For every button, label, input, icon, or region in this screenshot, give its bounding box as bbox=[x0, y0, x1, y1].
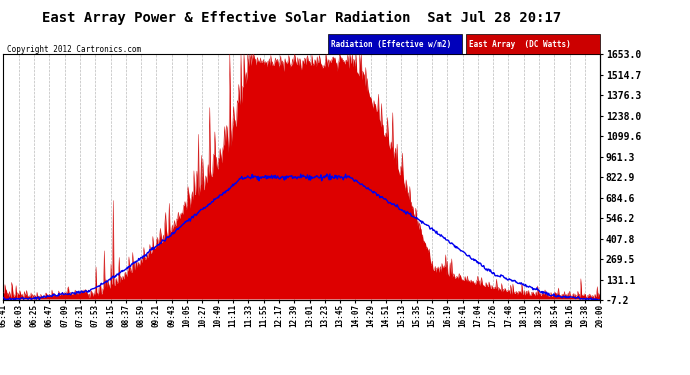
Text: East Array  (DC Watts): East Array (DC Watts) bbox=[469, 40, 571, 49]
Text: Copyright 2012 Cartronics.com: Copyright 2012 Cartronics.com bbox=[7, 45, 141, 54]
Text: East Array Power & Effective Solar Radiation  Sat Jul 28 20:17: East Array Power & Effective Solar Radia… bbox=[42, 11, 562, 26]
Text: Radiation (Effective w/m2): Radiation (Effective w/m2) bbox=[331, 40, 451, 49]
